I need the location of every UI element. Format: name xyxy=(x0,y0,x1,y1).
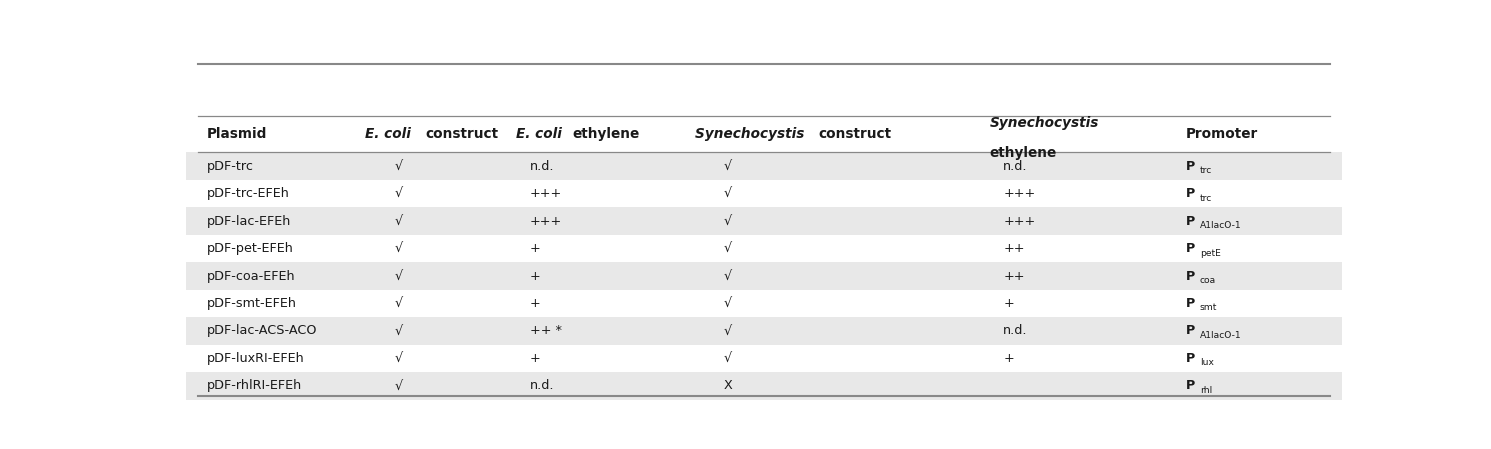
Text: pDF-trc-EFEh: pDF-trc-EFEh xyxy=(207,187,291,200)
Text: pDF-lac-ACS-ACO: pDF-lac-ACS-ACO xyxy=(207,325,318,338)
Text: n.d.: n.d. xyxy=(1003,160,1027,173)
Text: P: P xyxy=(1185,187,1196,200)
Text: √: √ xyxy=(723,187,732,200)
Text: petE: petE xyxy=(1200,249,1221,258)
Text: √: √ xyxy=(394,352,403,365)
Text: √: √ xyxy=(394,160,403,173)
Text: Synechocystis: Synechocystis xyxy=(695,127,810,141)
Text: √: √ xyxy=(723,215,732,228)
Text: √: √ xyxy=(723,160,732,173)
Text: pDF-coa-EFEh: pDF-coa-EFEh xyxy=(207,269,295,282)
Bar xyxy=(186,372,1342,400)
Text: n.d.: n.d. xyxy=(1003,325,1027,338)
Text: Promoter: Promoter xyxy=(1185,127,1258,141)
Text: trc: trc xyxy=(1200,166,1212,175)
Text: coa: coa xyxy=(1200,276,1217,285)
Text: P: P xyxy=(1185,242,1196,255)
Bar xyxy=(186,262,1342,290)
Text: pDF-trc: pDF-trc xyxy=(207,160,253,173)
Bar xyxy=(186,290,1342,317)
Bar xyxy=(186,235,1342,262)
Text: +++: +++ xyxy=(1003,187,1036,200)
Text: P: P xyxy=(1185,269,1196,282)
Text: P: P xyxy=(1185,160,1196,173)
Text: P: P xyxy=(1185,379,1196,392)
Text: pDF-rhlRI-EFEh: pDF-rhlRI-EFEh xyxy=(207,379,303,392)
Text: smt: smt xyxy=(1200,304,1217,313)
Text: ethylene: ethylene xyxy=(573,127,640,141)
Text: √: √ xyxy=(723,242,732,255)
Text: X: X xyxy=(723,379,732,392)
Text: Synechocystis: Synechocystis xyxy=(990,116,1099,131)
Text: √: √ xyxy=(394,379,403,392)
Text: √: √ xyxy=(394,269,403,282)
Text: pDF-pet-EFEh: pDF-pet-EFEh xyxy=(207,242,294,255)
Text: +++: +++ xyxy=(529,215,562,228)
Text: √: √ xyxy=(723,325,732,338)
Text: √: √ xyxy=(723,352,732,365)
Text: ethylene: ethylene xyxy=(990,146,1057,160)
Text: +++: +++ xyxy=(1003,215,1036,228)
Text: √: √ xyxy=(394,242,403,255)
Text: +: + xyxy=(1003,297,1014,310)
Text: +++: +++ xyxy=(529,187,562,200)
Text: lux: lux xyxy=(1200,358,1214,367)
Text: E. coli: E. coli xyxy=(516,127,567,141)
Text: √: √ xyxy=(394,297,403,310)
Bar xyxy=(186,180,1342,207)
Text: pDF-smt-EFEh: pDF-smt-EFEh xyxy=(207,297,297,310)
Text: n.d.: n.d. xyxy=(529,160,555,173)
Text: ++: ++ xyxy=(1003,242,1024,255)
Text: ++ *: ++ * xyxy=(529,325,562,338)
Text: pDF-lac-EFEh: pDF-lac-EFEh xyxy=(207,215,292,228)
Text: rhl: rhl xyxy=(1200,386,1212,395)
Text: P: P xyxy=(1185,297,1196,310)
Bar xyxy=(186,207,1342,235)
Text: P: P xyxy=(1185,325,1196,338)
Text: ++: ++ xyxy=(1003,269,1024,282)
Text: trc: trc xyxy=(1200,194,1212,202)
Text: +: + xyxy=(529,297,540,310)
Text: pDF-luxRI-EFEh: pDF-luxRI-EFEh xyxy=(207,352,306,365)
Text: +: + xyxy=(529,269,540,282)
Text: √: √ xyxy=(394,215,403,228)
Text: A1lacO-1: A1lacO-1 xyxy=(1200,331,1242,340)
Text: +: + xyxy=(529,352,540,365)
Text: construct: construct xyxy=(425,127,498,141)
Text: n.d.: n.d. xyxy=(529,379,555,392)
Text: P: P xyxy=(1185,352,1196,365)
Text: A1lacO-1: A1lacO-1 xyxy=(1200,221,1242,230)
Bar xyxy=(186,317,1342,345)
Text: +: + xyxy=(529,242,540,255)
Text: √: √ xyxy=(394,325,403,338)
Text: √: √ xyxy=(723,269,732,282)
Bar xyxy=(186,152,1342,180)
Text: √: √ xyxy=(723,297,732,310)
Bar xyxy=(186,345,1342,372)
Text: Plasmid: Plasmid xyxy=(207,127,267,141)
Text: construct: construct xyxy=(819,127,892,141)
Text: +: + xyxy=(1003,352,1014,365)
Text: P: P xyxy=(1185,215,1196,228)
Text: √: √ xyxy=(394,187,403,200)
Text: E. coli: E. coli xyxy=(365,127,416,141)
